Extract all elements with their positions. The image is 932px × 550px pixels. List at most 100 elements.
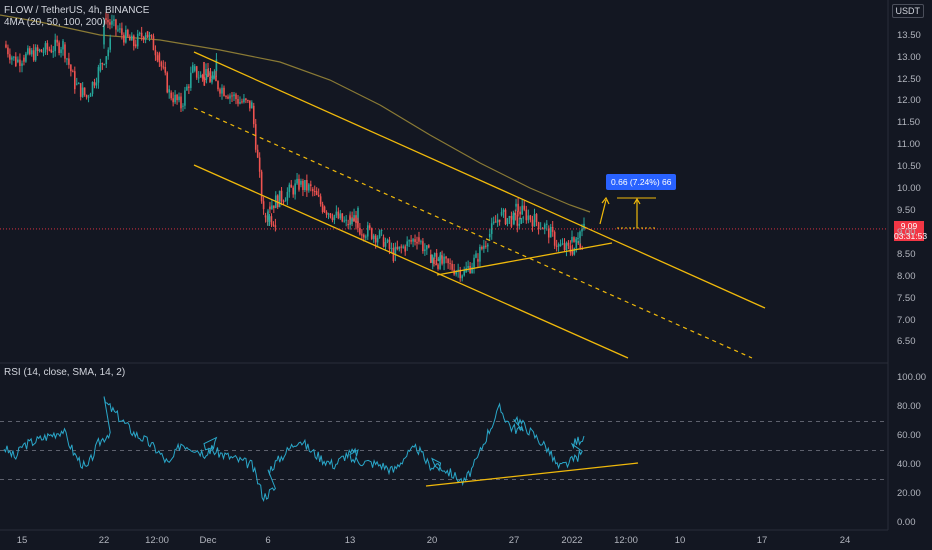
time-tick-label: 10 [674, 535, 686, 546]
candle-body [398, 246, 401, 250]
candle-body [553, 231, 556, 246]
candle-body [531, 219, 534, 227]
candle-body [211, 78, 213, 83]
candle-body [549, 226, 552, 238]
candle-body [347, 224, 349, 226]
candle-body [186, 86, 188, 91]
candle-body [166, 72, 169, 93]
price-tick-label: 11.00 [897, 139, 921, 151]
candle-body [439, 255, 441, 269]
candle-body [269, 206, 271, 210]
candle-body [158, 53, 161, 63]
candle-body [292, 187, 294, 195]
candle-body [575, 241, 578, 248]
candle-body [170, 92, 172, 99]
measure-label[interactable]: 0.66 (7.24%) 66 [606, 174, 677, 190]
candle-body [97, 67, 100, 83]
candle-body [203, 61, 205, 81]
price-tick-label: 6.50 [897, 336, 916, 348]
price-tick-label: 12.50 [897, 73, 921, 85]
candle-body [357, 221, 359, 228]
candle-body [81, 87, 84, 97]
candle-body [140, 32, 143, 37]
candle-body [372, 235, 375, 239]
candle-body [487, 244, 489, 247]
candle-body [56, 39, 58, 43]
candle-body [333, 215, 336, 221]
time-tick-label: 2022 [561, 535, 583, 546]
candle-body [203, 78, 206, 83]
candle-body [325, 212, 328, 215]
candle-body [245, 98, 247, 101]
candle-body [447, 258, 449, 264]
rsi-legend[interactable]: RSI (14, close, SMA, 14, 2) [4, 367, 126, 378]
candle-body [111, 20, 113, 25]
candle-body [273, 205, 275, 209]
candle-body [249, 100, 251, 109]
candle-body [103, 23, 105, 45]
candle-body [406, 241, 408, 247]
candle-body [215, 75, 217, 82]
candle-body [496, 219, 499, 223]
candle-body [339, 213, 342, 219]
candle-body [91, 81, 94, 94]
candle-body [66, 58, 68, 60]
candle-body [276, 195, 279, 208]
candle-body [154, 50, 157, 56]
candle-body [455, 271, 457, 275]
candle-body [418, 237, 420, 242]
candle-body [355, 221, 357, 223]
candle-body [368, 225, 371, 229]
candle-body [543, 224, 546, 229]
time-tick-label: 13 [344, 535, 356, 546]
candle-body [215, 59, 218, 72]
breakout-arrow-head [601, 196, 610, 205]
candle-body [555, 245, 558, 247]
candle-body [25, 53, 27, 62]
candle-body [74, 71, 76, 90]
candle-body [319, 196, 322, 205]
ma-legend[interactable]: 4MA (20, 50, 100, 200) [4, 17, 106, 28]
candle-body [429, 254, 432, 263]
rsi-tick-label: 100.00 [897, 372, 927, 383]
candle-body [52, 51, 55, 53]
candle-body [359, 227, 361, 235]
candle-body [241, 101, 243, 103]
candle-body [15, 56, 17, 67]
candle-body [481, 246, 483, 249]
candle-body [323, 206, 326, 213]
candle-body [449, 263, 451, 265]
candle-body [490, 223, 493, 234]
candle-body [199, 74, 202, 78]
last-price-value: 9.09 [900, 221, 918, 231]
candle-body [180, 96, 182, 109]
time-tick-label: 17 [756, 535, 768, 546]
candle-body [117, 29, 119, 31]
currency-button[interactable]: USDT [891, 4, 924, 18]
candle-body [517, 203, 519, 212]
candle-body [361, 234, 363, 236]
candle-body [329, 213, 332, 218]
candle-body [264, 215, 267, 218]
candle-body [30, 50, 33, 55]
candle-body [463, 269, 465, 276]
candle-body [370, 228, 373, 239]
candle-body [19, 59, 21, 66]
candle-body [192, 65, 194, 73]
candle-body [414, 239, 416, 242]
candle-body [60, 49, 62, 53]
candle-body [174, 94, 176, 103]
candle-body [95, 82, 98, 86]
candle-body [551, 226, 554, 232]
symbol-legend[interactable]: FLOW / TetherUS, 4h, BINANCE [4, 5, 150, 16]
candle-body [535, 214, 538, 223]
candle-body [101, 63, 104, 65]
candle-body [561, 243, 564, 245]
candle-body [519, 211, 521, 215]
price-tick-label: 7.50 [897, 292, 916, 304]
candle-body [308, 184, 310, 191]
candle-body [239, 102, 241, 104]
candle-body [260, 171, 263, 202]
candle-body [443, 256, 445, 264]
